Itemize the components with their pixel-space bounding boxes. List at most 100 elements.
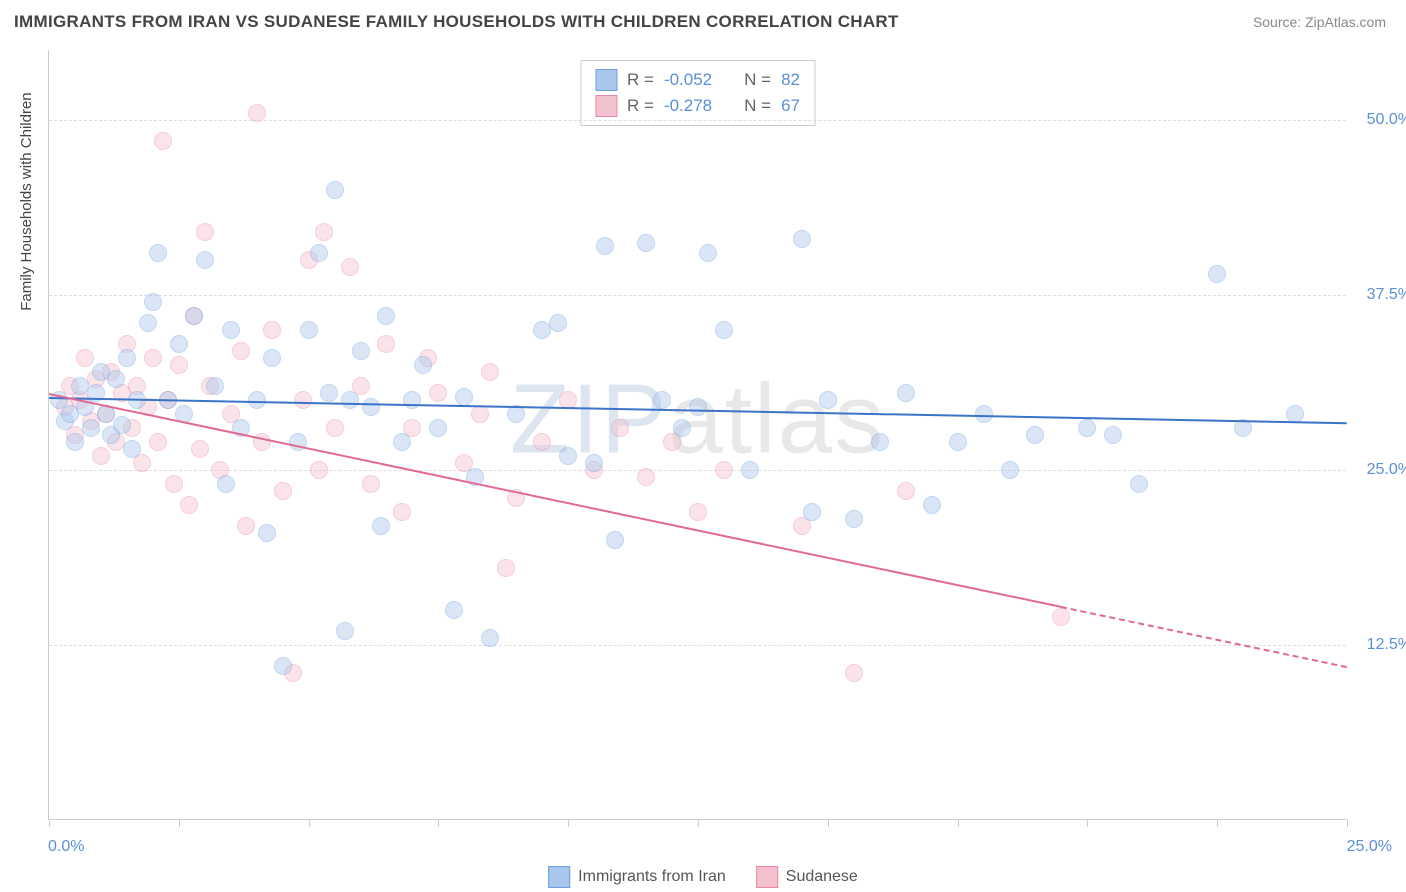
gridline: [49, 645, 1346, 646]
data-point: [689, 503, 707, 521]
data-point: [1026, 426, 1044, 444]
data-point: [118, 349, 136, 367]
r-value-2: -0.278: [664, 96, 712, 116]
data-point: [445, 601, 463, 619]
n-label: N =: [744, 96, 771, 116]
x-tick-mark: [1347, 819, 1348, 827]
data-point: [845, 664, 863, 682]
x-tick-mark: [568, 819, 569, 827]
data-point: [845, 510, 863, 528]
x-tick-mark: [958, 819, 959, 827]
data-point: [362, 475, 380, 493]
data-point: [377, 335, 395, 353]
n-value-2: 67: [781, 96, 800, 116]
data-point: [1130, 475, 1148, 493]
data-point: [274, 482, 292, 500]
data-point: [113, 416, 131, 434]
x-tick-mark: [828, 819, 829, 827]
legend-series: Immigrants from Iran Sudanese: [548, 866, 858, 888]
data-point: [429, 384, 447, 402]
x-tick-mark: [1087, 819, 1088, 827]
data-point: [149, 433, 167, 451]
source-label: Source: ZipAtlas.com: [1253, 14, 1386, 30]
x-tick-mark: [309, 819, 310, 827]
x-tick-mark: [438, 819, 439, 827]
data-point: [975, 405, 993, 423]
data-point: [320, 384, 338, 402]
data-point: [326, 181, 344, 199]
data-point: [336, 622, 354, 640]
data-point: [274, 657, 292, 675]
data-point: [585, 454, 603, 472]
data-point: [76, 349, 94, 367]
data-point: [315, 223, 333, 241]
data-point: [300, 321, 318, 339]
data-point: [403, 391, 421, 409]
data-point: [82, 419, 100, 437]
data-point: [206, 377, 224, 395]
data-point: [793, 230, 811, 248]
gridline: [49, 470, 1346, 471]
data-point: [559, 447, 577, 465]
swatch-series-2: [595, 95, 617, 117]
data-point: [232, 342, 250, 360]
data-point: [217, 475, 235, 493]
data-point: [362, 398, 380, 416]
data-point: [154, 132, 172, 150]
data-point: [923, 496, 941, 514]
data-point: [1078, 419, 1096, 437]
data-point: [653, 391, 671, 409]
y-axis-label: Family Households with Children: [18, 92, 35, 310]
data-point: [341, 391, 359, 409]
x-tick-max: 25.0%: [1347, 838, 1392, 856]
data-point: [393, 433, 411, 451]
x-tick-min: 0.0%: [48, 838, 84, 856]
legend-label-1: Immigrants from Iran: [578, 868, 726, 886]
data-point: [196, 223, 214, 241]
data-point: [372, 517, 390, 535]
data-point: [481, 363, 499, 381]
data-point: [481, 629, 499, 647]
data-point: [637, 234, 655, 252]
data-point: [497, 559, 515, 577]
legend-label-2: Sudanese: [786, 868, 858, 886]
data-point: [92, 447, 110, 465]
trend-line: [49, 393, 1062, 608]
data-point: [149, 244, 167, 262]
data-point: [191, 440, 209, 458]
r-value-1: -0.052: [664, 70, 712, 90]
scatter-chart: ZIPatlas R = -0.052 N = 82 R = -0.278 N …: [48, 50, 1346, 820]
data-point: [144, 293, 162, 311]
data-point: [170, 335, 188, 353]
data-point: [393, 503, 411, 521]
y-tick-label: 37.5%: [1367, 286, 1406, 304]
data-point: [871, 433, 889, 451]
data-point: [248, 104, 266, 122]
chart-title: IMMIGRANTS FROM IRAN VS SUDANESE FAMILY …: [14, 12, 899, 32]
data-point: [699, 244, 717, 262]
trend-line-dashed: [1061, 606, 1347, 668]
data-point: [263, 349, 281, 367]
data-point: [180, 496, 198, 514]
data-point: [352, 342, 370, 360]
data-point: [673, 419, 691, 437]
data-point: [139, 314, 157, 332]
r-label: R =: [627, 70, 654, 90]
data-point: [455, 388, 473, 406]
data-point: [689, 398, 707, 416]
data-point: [606, 531, 624, 549]
legend-item-1: Immigrants from Iran: [548, 866, 726, 888]
data-point: [107, 370, 125, 388]
gridline: [49, 120, 1346, 121]
x-tick-mark: [698, 819, 699, 827]
x-tick-mark: [1217, 819, 1218, 827]
data-point: [165, 475, 183, 493]
data-point: [66, 433, 84, 451]
data-point: [897, 482, 915, 500]
swatch-series-2: [756, 866, 778, 888]
data-point: [429, 419, 447, 437]
data-point: [715, 461, 733, 479]
data-point: [414, 356, 432, 374]
data-point: [1208, 265, 1226, 283]
data-point: [471, 405, 489, 423]
